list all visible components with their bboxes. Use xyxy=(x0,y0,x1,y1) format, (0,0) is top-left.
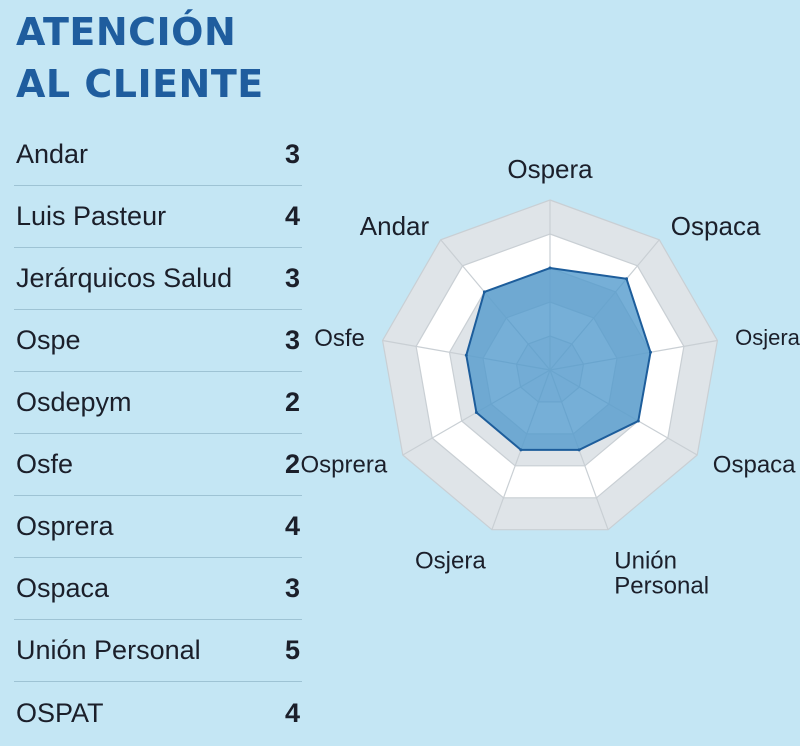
ranking-name: OSPAT xyxy=(16,697,104,728)
radar-axis-label: Ospaca xyxy=(671,211,761,241)
radar-axis-label: Osprera xyxy=(300,451,387,478)
ranking-score: 2 xyxy=(284,449,300,479)
radar-point xyxy=(577,448,581,452)
ranking-row: Andar 3 xyxy=(14,124,302,186)
ranking-score: 3 xyxy=(284,573,300,603)
radar-axis-label: Osjera xyxy=(735,325,800,350)
ranking-name: Unión Personal xyxy=(16,635,201,665)
ranking-name: Osdepym xyxy=(16,387,132,417)
ranking-score: 3 xyxy=(284,139,300,169)
ranking-score: 2 xyxy=(284,387,300,417)
radar-axis-label: Osfe xyxy=(314,325,365,352)
ranking-score: 4 xyxy=(284,511,300,541)
radar-point xyxy=(625,277,628,281)
ranking-row: Ospaca 3 xyxy=(14,558,302,620)
ranking-row: Luis Pasteur 4 xyxy=(14,186,302,248)
ranking-row: Osfe 2 xyxy=(14,434,302,496)
ranking-score: 4 xyxy=(284,697,300,728)
radar-axis-label: Ospera xyxy=(507,154,593,184)
radar-axis-label: Ospaca xyxy=(713,451,796,478)
radar-series-area xyxy=(465,266,652,451)
title-line-2: AL CLIENTE xyxy=(16,62,264,106)
radar-point xyxy=(464,353,468,357)
radar-point xyxy=(649,350,652,354)
ranking-name: Osprera xyxy=(16,511,114,541)
ranking-name: Ospe xyxy=(16,325,81,355)
radar-axis-label: Andar xyxy=(360,211,430,241)
ranking-name: Andar xyxy=(16,139,89,169)
ranking-row: Jerárquicos Salud 3 xyxy=(14,248,302,310)
ranking-row: Osprera 4 xyxy=(14,496,302,558)
radar-point xyxy=(548,266,552,270)
ranking-score: 3 xyxy=(284,263,300,293)
ranking-row: OSPAT 4 xyxy=(14,682,302,744)
ranking-name: Luis Pasteur xyxy=(16,201,167,231)
ranking-score: 4 xyxy=(284,201,300,231)
ranking-score: 5 xyxy=(284,635,300,665)
ranking-score: 3 xyxy=(284,325,300,355)
ranking-name: Jerárquicos Salud xyxy=(16,263,233,293)
radar-point xyxy=(482,290,486,294)
ranking-name: Ospaca xyxy=(16,573,110,603)
ranking-name: Osfe xyxy=(16,449,74,479)
radar-point xyxy=(636,419,640,423)
radar-axis-label: Osjera xyxy=(415,547,486,574)
ranking-table: Andar 3 Luis Pasteur 4 Jerárquicos Salud 3 … xyxy=(14,124,302,744)
radar-point xyxy=(474,411,478,414)
ranking-row: Unión Personal 5 xyxy=(14,620,302,682)
radar-axis-label: Unión Personal xyxy=(614,547,709,599)
title-line-1: ATENCIÓN xyxy=(16,10,237,54)
ranking-row: Ospe 3 xyxy=(14,310,302,372)
ranking-row: Osdepym 2 xyxy=(14,372,302,434)
page-title: ATENCIÓN AL CLIENTE xyxy=(16,6,264,110)
radar-point xyxy=(519,448,523,452)
